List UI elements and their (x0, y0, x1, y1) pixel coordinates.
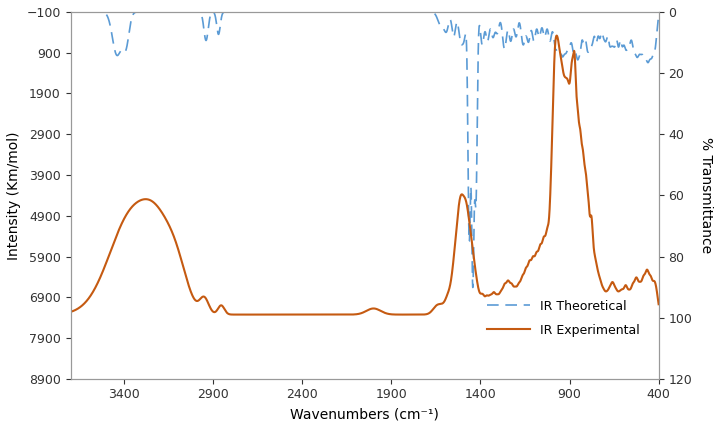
Legend: IR Theoretical, IR Experimental: IR Theoretical, IR Experimental (480, 294, 647, 343)
IR Theoretical (534, 30, 542, 36)
IR Theoretical (440, 27, 449, 33)
IR Theoretical (654, 14, 663, 19)
Line: IR Theoretical: IR Theoretical (71, 12, 659, 288)
IR Experimental (313, 312, 322, 317)
IR Theoretical (66, 9, 75, 15)
IR Experimental (279, 312, 288, 317)
IR Experimental (440, 299, 449, 304)
IR Theoretical (503, 34, 511, 39)
Line: IR Experimental: IR Experimental (71, 36, 659, 315)
IR Experimental (654, 302, 663, 307)
IR Theoretical (469, 285, 477, 290)
Y-axis label: % Transmittance: % Transmittance (699, 137, 713, 253)
Y-axis label: Intensity (Km/mol): Intensity (Km/mol) (7, 131, 21, 260)
IR Experimental (534, 248, 542, 253)
IR Experimental (414, 312, 423, 317)
IR Experimental (66, 309, 75, 315)
IR Experimental (96, 275, 104, 280)
IR Experimental (552, 33, 561, 38)
IR Theoretical (279, 9, 288, 15)
X-axis label: Wavenumbers (cm⁻¹): Wavenumbers (cm⁻¹) (290, 407, 439, 421)
IR Experimental (503, 279, 511, 285)
IR Theoretical (96, 9, 104, 15)
IR Theoretical (414, 9, 423, 15)
